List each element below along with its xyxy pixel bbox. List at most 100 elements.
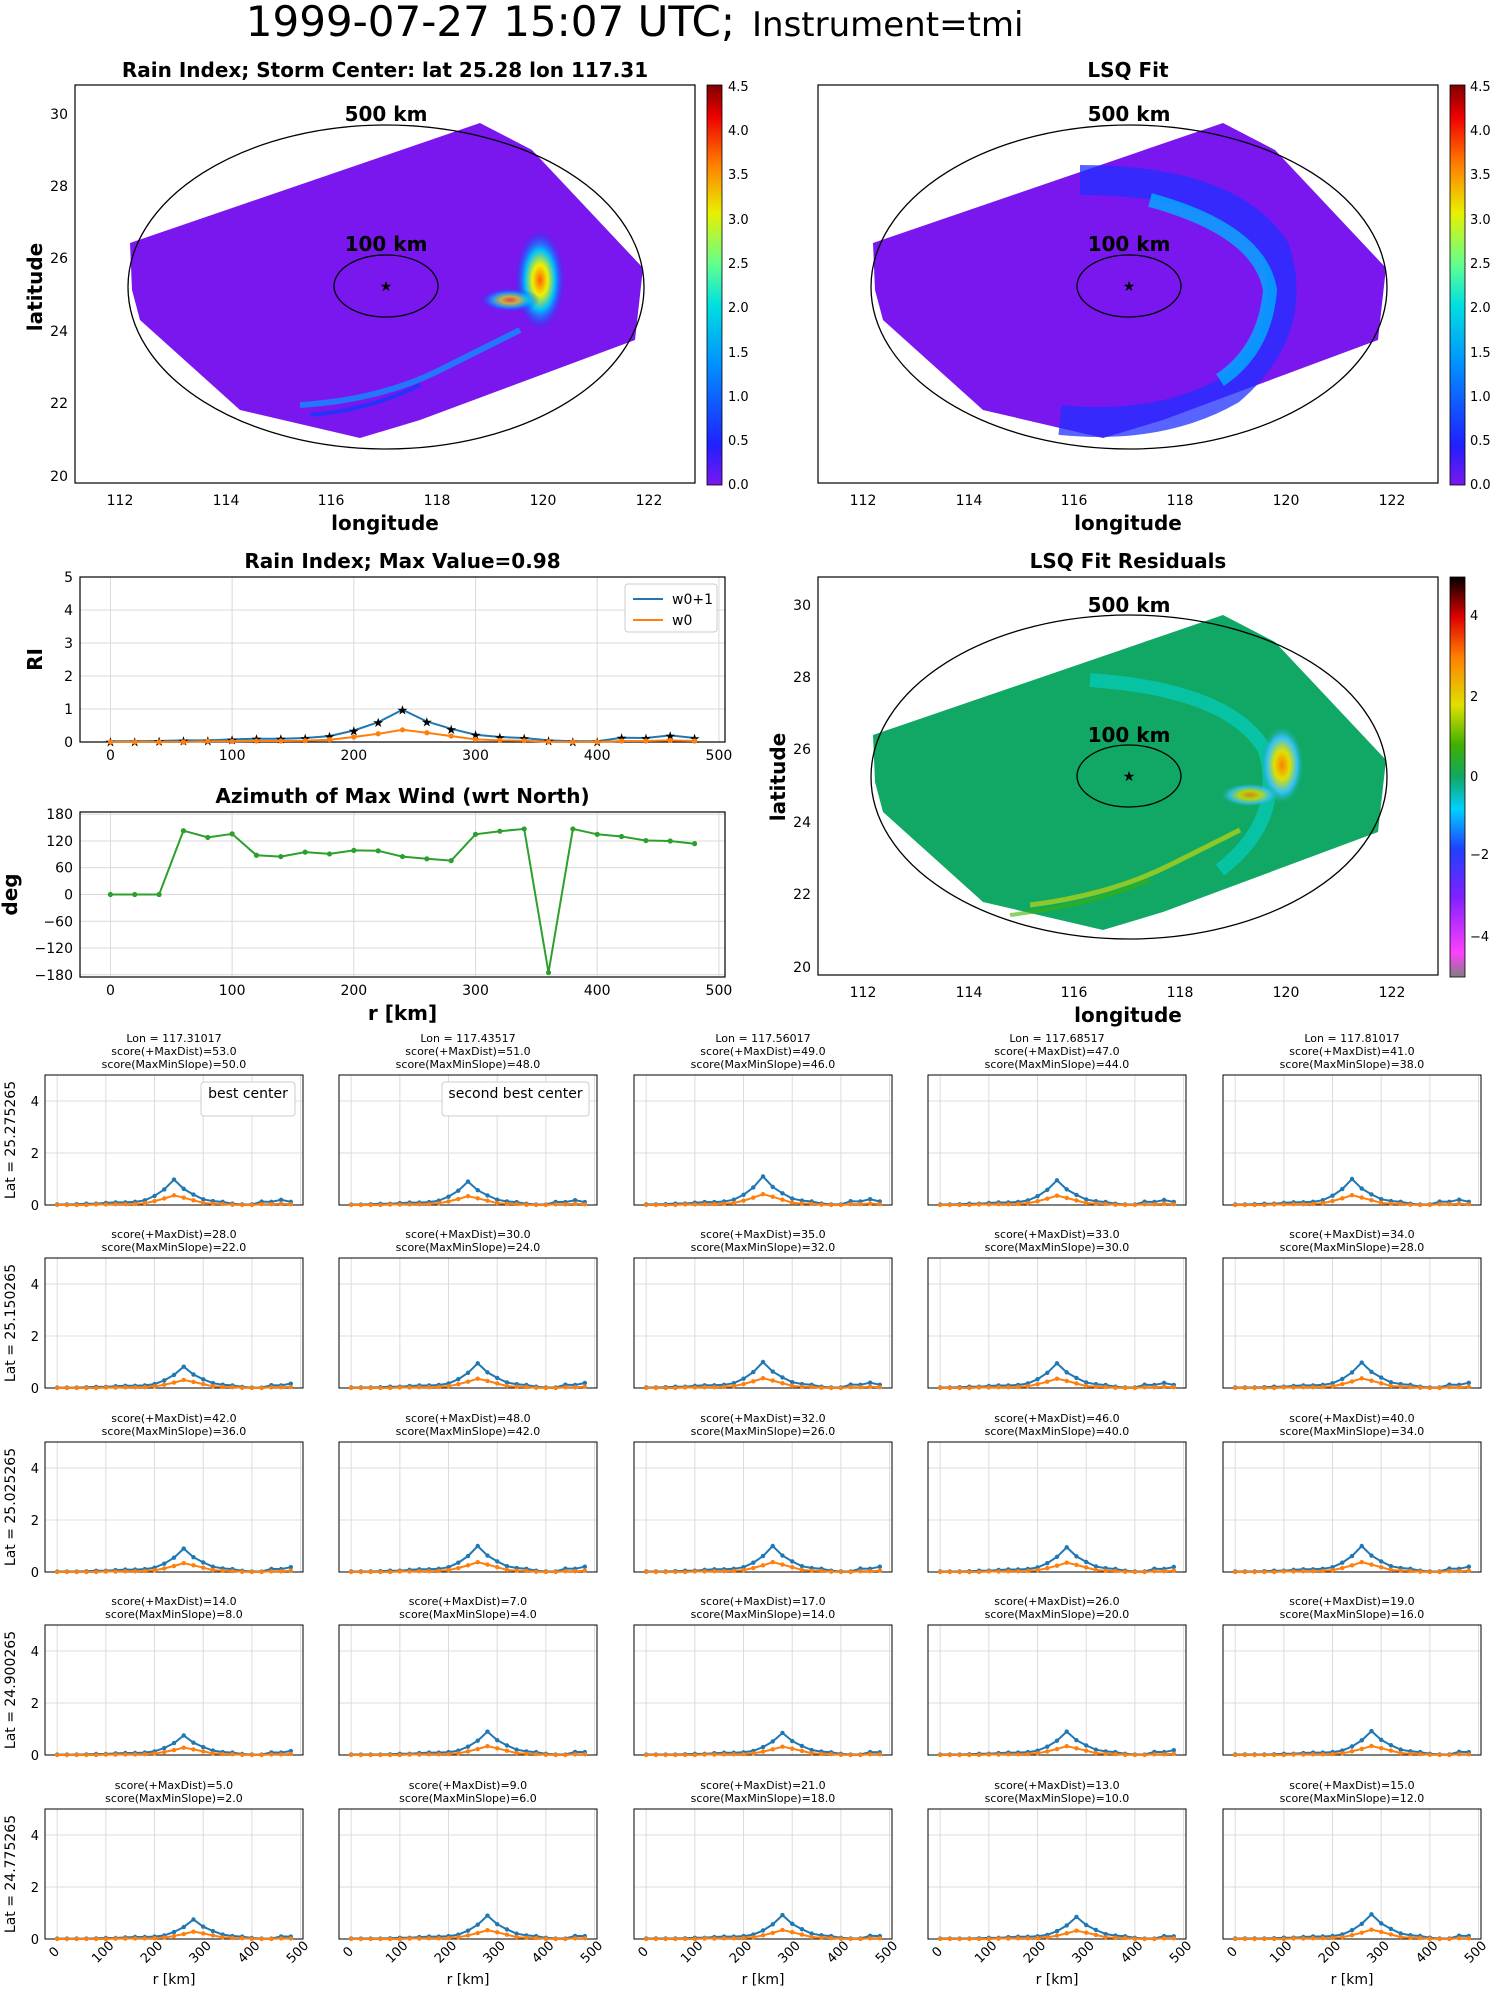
data-point bbox=[790, 1565, 795, 1570]
data-point bbox=[543, 1936, 549, 1941]
data-point bbox=[1045, 1749, 1050, 1754]
data-point bbox=[210, 1933, 216, 1938]
rain-index-profile-chart: 0 100 200 300 400 500 0 1 2 3 4 5 Rain Index; Max Va… bbox=[23, 549, 732, 764]
data-point bbox=[967, 1936, 972, 1942]
y-tick-label: 2 bbox=[64, 669, 73, 685]
data-point bbox=[220, 1568, 225, 1574]
data-point bbox=[1045, 1187, 1050, 1193]
data-point bbox=[448, 733, 454, 739]
data-point bbox=[93, 1569, 99, 1575]
data-point bbox=[976, 1936, 982, 1942]
lat-tick: 24 bbox=[793, 815, 811, 831]
data-point bbox=[84, 1752, 89, 1758]
cell-score: score(MaxMinSlope)=38.0 bbox=[1280, 1058, 1425, 1071]
colorbar-tick: 1.0 bbox=[728, 390, 749, 405]
data-point bbox=[553, 1202, 558, 1207]
data-point bbox=[957, 1752, 962, 1758]
data-point bbox=[1161, 1752, 1167, 1757]
data-point bbox=[673, 1569, 678, 1575]
data-point bbox=[249, 1385, 255, 1391]
data-point bbox=[702, 1569, 707, 1574]
data-point bbox=[436, 1384, 441, 1390]
data-point bbox=[1132, 1569, 1138, 1575]
axes-frame bbox=[1222, 1074, 1482, 1206]
data-point bbox=[819, 1751, 824, 1757]
data-point bbox=[132, 1936, 138, 1941]
data-point bbox=[1084, 1383, 1089, 1389]
data-point bbox=[191, 1929, 196, 1934]
data-point bbox=[741, 1192, 746, 1197]
data-point bbox=[229, 738, 235, 744]
data-point bbox=[514, 1750, 519, 1756]
data-point bbox=[504, 1932, 510, 1937]
data-point bbox=[504, 1748, 510, 1753]
data-point bbox=[1161, 1569, 1167, 1574]
data-point bbox=[407, 1936, 412, 1941]
data-point bbox=[721, 1569, 727, 1574]
data-point bbox=[828, 1202, 834, 1208]
cell-score: score(+MaxDist)=5.0 bbox=[115, 1779, 233, 1792]
data-point bbox=[790, 1929, 795, 1935]
axes-frame bbox=[633, 1624, 893, 1756]
data-point bbox=[465, 1744, 471, 1749]
data-point bbox=[201, 1197, 206, 1202]
data-point bbox=[1171, 1385, 1177, 1390]
lat-tick: 26 bbox=[50, 251, 68, 267]
cell-lon-label: Lon = 117.81017 bbox=[1304, 1032, 1399, 1045]
axes-frame bbox=[79, 576, 726, 743]
data-point bbox=[162, 1749, 167, 1755]
data-point bbox=[1035, 1193, 1040, 1199]
cell-score: score(+MaxDist)=53.0 bbox=[111, 1045, 236, 1058]
data-point bbox=[770, 1194, 775, 1200]
x-tick-label: 200 bbox=[138, 1938, 166, 1966]
data-point bbox=[1369, 1912, 1374, 1917]
x-tick-label: 0 bbox=[106, 983, 115, 999]
data-point bbox=[1054, 1376, 1060, 1381]
data-point bbox=[524, 1202, 529, 1207]
data-point bbox=[504, 1743, 510, 1748]
data-point: ★ bbox=[372, 716, 384, 731]
data-point bbox=[426, 1201, 432, 1207]
data-point bbox=[1093, 1747, 1099, 1752]
x-tick-label: 200 bbox=[1316, 1938, 1344, 1966]
axes-frame bbox=[927, 1808, 1187, 1940]
data-point bbox=[171, 1929, 177, 1935]
data-point bbox=[1320, 1936, 1325, 1941]
data-point bbox=[123, 1752, 128, 1757]
data-point bbox=[947, 1752, 953, 1758]
lat-tick: 26 bbox=[793, 742, 811, 758]
data-point bbox=[1074, 1198, 1079, 1203]
lat-tick: 30 bbox=[50, 107, 68, 123]
data-point bbox=[210, 1564, 216, 1569]
x-tick-label: 300 bbox=[187, 1938, 215, 1966]
data-point bbox=[84, 1936, 89, 1942]
data-point bbox=[545, 739, 552, 745]
data-point bbox=[1359, 1360, 1364, 1365]
series-line bbox=[646, 1174, 881, 1206]
data-point bbox=[1271, 1752, 1277, 1758]
x-tick-label: 400 bbox=[235, 1938, 263, 1966]
data-point bbox=[692, 1569, 698, 1574]
data-point bbox=[278, 738, 284, 744]
data-point bbox=[1084, 1743, 1089, 1748]
residuals-axes-frame bbox=[817, 576, 1439, 976]
data-point bbox=[1466, 1936, 1472, 1941]
data-point bbox=[572, 1385, 578, 1390]
data-point bbox=[205, 834, 211, 841]
data-point bbox=[220, 1201, 225, 1207]
data-point bbox=[1388, 1567, 1394, 1573]
data-point bbox=[191, 1372, 196, 1377]
data-point bbox=[171, 1747, 177, 1753]
data-point bbox=[288, 1202, 294, 1207]
data-point bbox=[424, 730, 430, 736]
resid-storm-core-b bbox=[1220, 783, 1280, 807]
data-point bbox=[712, 1569, 717, 1574]
data-point bbox=[741, 1381, 746, 1387]
data-point bbox=[514, 1568, 519, 1573]
data-point bbox=[1388, 1563, 1394, 1569]
data-point bbox=[475, 1376, 480, 1381]
data-point bbox=[996, 1752, 1001, 1757]
data-point bbox=[877, 1564, 883, 1569]
rain-band bbox=[299, 327, 522, 408]
data-point bbox=[191, 1740, 196, 1745]
